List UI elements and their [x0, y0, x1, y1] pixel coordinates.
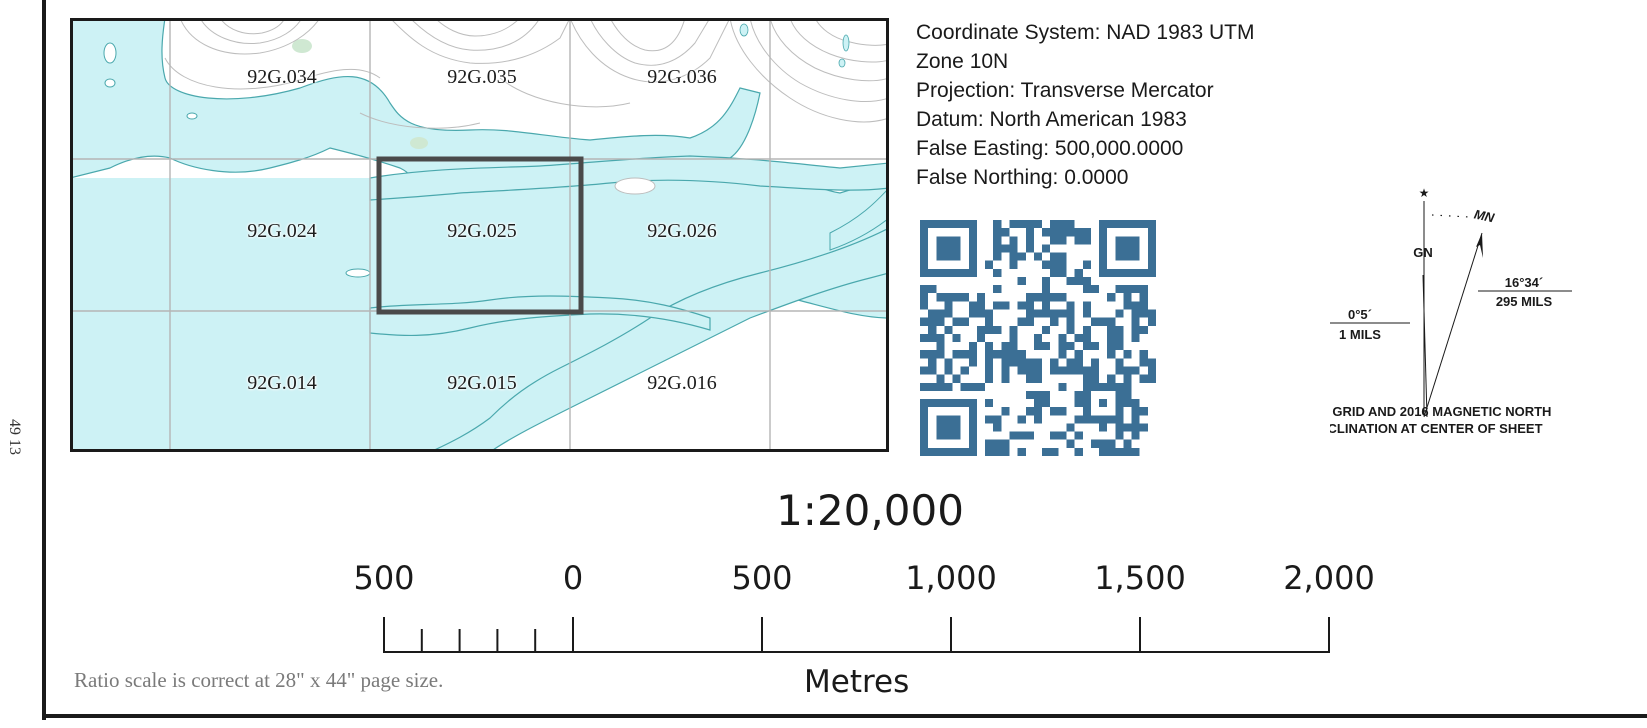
current-sheet-outline — [376, 156, 584, 315]
scale-ratio: 1:20,000 — [776, 486, 964, 535]
declination-caption-line1: UTM GRID AND 2016 MAGNETIC NORTH — [1330, 404, 1551, 419]
scale-tick-label: 500 — [731, 559, 792, 597]
info-line: Projection: Transverse Mercator — [916, 79, 1214, 102]
scale-tick-label: 500 — [353, 559, 414, 597]
mn-arrowhead — [1476, 233, 1483, 258]
magnetic-north-line — [1423, 232, 1483, 418]
scale-tick-label: 1,000 — [905, 559, 997, 597]
index-map — [73, 21, 886, 449]
declination-diagram: ★ MN GN 16°34´ 295 MILS 0°5´ 1 MILS UTM … — [1330, 186, 1572, 436]
declination-caption-line2: DECLINATION AT CENTER OF SHEET — [1330, 421, 1543, 436]
magnetic-angle-label: 16°34´ — [1505, 275, 1543, 290]
sheet-label: 92G.016 — [647, 372, 717, 394]
scale-tick-label: 1,500 — [1094, 559, 1186, 597]
scale-units: Metres — [804, 664, 910, 700]
grid-angle-label: 0°5´ — [1348, 307, 1372, 322]
sheet-label: 92G.034 — [247, 66, 317, 88]
sheet-label-current: 92G.025 — [447, 220, 517, 242]
margin-label: 49 13 — [6, 419, 23, 455]
sheet-label: 92G.015 — [447, 372, 517, 394]
sheet-label: 92G.026 — [647, 220, 717, 242]
sheet-label: 92G.036 — [647, 66, 717, 88]
info-line: Datum: North American 1983 — [916, 108, 1187, 131]
info-line: False Easting: 500,000.0000 — [916, 137, 1184, 160]
info-line: False Northing: 0.0000 — [916, 166, 1129, 189]
true-north-star-icon: ★ — [1419, 186, 1430, 200]
map-frame-left — [42, 0, 46, 720]
magnetic-mils-label: 295 MILS — [1496, 294, 1553, 309]
grid-north-line — [1422, 274, 1428, 418]
scale-note: Ratio scale is correct at 28" x 44" page… — [74, 668, 444, 692]
gn-label: GN — [1413, 245, 1433, 260]
info-line: Coordinate System: NAD 1983 UTM — [916, 21, 1255, 44]
sheet-label: 92G.035 — [447, 66, 517, 88]
scale-tick-label: 0 — [563, 559, 583, 597]
sheet-label: 92G.014 — [247, 372, 317, 394]
index-map-border — [70, 18, 889, 452]
scale-bar: 500 0 500 1,000 1,500 2,000 — [353, 559, 1375, 653]
qr-code[interactable] — [920, 220, 1156, 456]
info-line: Zone 10N — [916, 50, 1009, 73]
scale-tick-label: 2,000 — [1283, 559, 1375, 597]
map-frame-bottom — [42, 714, 1647, 718]
grid-mils-label: 1 MILS — [1339, 327, 1381, 342]
sheet-label: 92G.024 — [247, 220, 317, 242]
mn-label: MN — [1473, 207, 1496, 226]
coordinate-system-info: Coordinate System: NAD 1983 UTM Zone 10N… — [916, 18, 1254, 192]
